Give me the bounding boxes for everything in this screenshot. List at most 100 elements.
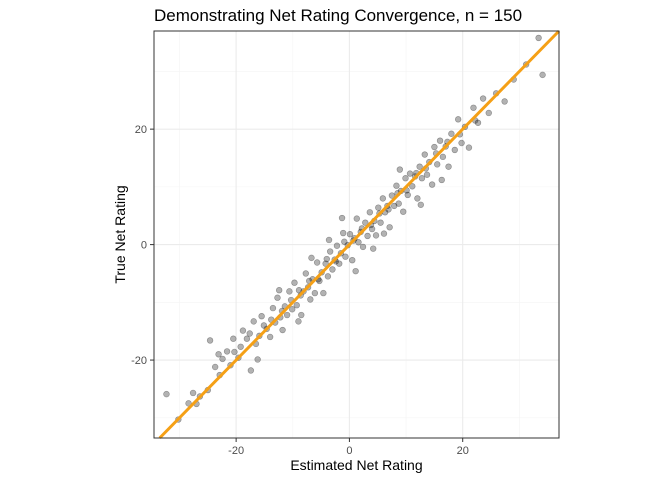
data-point xyxy=(286,288,293,295)
data-point xyxy=(333,242,341,249)
data-point xyxy=(338,214,346,222)
chart-title: Demonstrating Net Rating Convergence, n … xyxy=(154,6,522,25)
data-point xyxy=(291,279,298,286)
data-point xyxy=(431,143,438,151)
data-point xyxy=(311,289,319,297)
data-point xyxy=(336,260,343,267)
data-point xyxy=(434,161,441,168)
data-point xyxy=(393,182,400,189)
data-point xyxy=(386,224,393,231)
data-point xyxy=(275,287,283,294)
data-point xyxy=(283,311,291,319)
data-point xyxy=(163,390,170,398)
data-point xyxy=(436,137,444,144)
data-point xyxy=(535,34,542,42)
data-point xyxy=(428,181,436,188)
data-point xyxy=(325,236,333,244)
data-point xyxy=(274,294,281,301)
data-point xyxy=(366,209,374,216)
data-point xyxy=(451,146,458,154)
data-point xyxy=(211,363,219,371)
data-point xyxy=(324,273,332,280)
data-point xyxy=(501,98,508,105)
data-point xyxy=(258,312,265,320)
data-point xyxy=(388,192,396,199)
data-point xyxy=(359,243,367,251)
data-point xyxy=(308,254,315,262)
x-tick-label: 0 xyxy=(346,445,352,457)
data-point xyxy=(396,166,404,173)
data-point xyxy=(295,287,303,294)
data-point xyxy=(302,270,310,277)
data-point xyxy=(239,327,247,334)
x-tick-label: -20 xyxy=(228,445,244,457)
panel-border xyxy=(153,30,560,439)
data-point xyxy=(379,195,387,202)
data-point xyxy=(421,151,428,158)
y-tick-label: 0 xyxy=(141,240,147,252)
data-point xyxy=(454,116,462,123)
data-point xyxy=(362,219,369,226)
y-tick-label: -20 xyxy=(131,355,147,367)
data-point xyxy=(266,333,274,341)
data-point xyxy=(539,71,546,79)
data-point xyxy=(279,326,286,334)
x-axis-title: Estimated Net Rating xyxy=(290,457,422,473)
data-point xyxy=(404,191,411,199)
data-point xyxy=(231,348,238,356)
data-point xyxy=(479,95,487,102)
data-point xyxy=(346,231,354,238)
data-point xyxy=(402,175,409,182)
data-point xyxy=(485,109,492,117)
data-point xyxy=(439,153,447,161)
data-point xyxy=(349,256,356,264)
data-point xyxy=(400,208,407,215)
data-point xyxy=(243,335,251,342)
data-point xyxy=(329,266,336,273)
data-point xyxy=(416,163,423,170)
data-point xyxy=(375,204,382,211)
data-point xyxy=(438,176,445,184)
trend-line xyxy=(158,29,561,440)
x-tick-label: 20 xyxy=(457,445,469,457)
data-point xyxy=(323,255,330,263)
data-point xyxy=(470,104,477,111)
data-point xyxy=(320,289,327,297)
data-point xyxy=(237,343,244,350)
data-point xyxy=(215,351,222,358)
data-point xyxy=(206,337,214,344)
data-point xyxy=(414,195,421,202)
data-point xyxy=(395,200,402,207)
data-point xyxy=(406,170,414,177)
data-point xyxy=(254,356,261,363)
y-tick-label: 20 xyxy=(135,124,147,136)
data-point xyxy=(307,296,314,303)
data-point xyxy=(322,260,329,267)
data-point xyxy=(370,245,377,252)
data-point xyxy=(423,171,431,178)
data-point xyxy=(377,219,384,226)
data-point xyxy=(418,175,426,182)
minor-gridlines xyxy=(154,31,559,438)
data-point xyxy=(445,163,452,170)
data-point xyxy=(417,201,424,208)
data-point xyxy=(364,232,371,240)
data-point xyxy=(353,215,360,222)
data-point xyxy=(342,253,349,260)
data-point xyxy=(189,389,197,397)
data-point xyxy=(409,183,416,190)
data-point xyxy=(269,304,277,312)
data-point xyxy=(250,318,257,325)
data-point xyxy=(260,322,268,329)
data-point xyxy=(298,311,305,319)
data-point xyxy=(339,229,347,237)
data-point xyxy=(474,119,482,126)
data-point xyxy=(390,202,398,210)
data-point xyxy=(219,355,226,363)
data-point xyxy=(458,139,465,147)
data-point xyxy=(247,367,255,374)
data-point xyxy=(355,239,362,246)
data-point xyxy=(448,130,455,137)
data-point xyxy=(316,277,323,285)
